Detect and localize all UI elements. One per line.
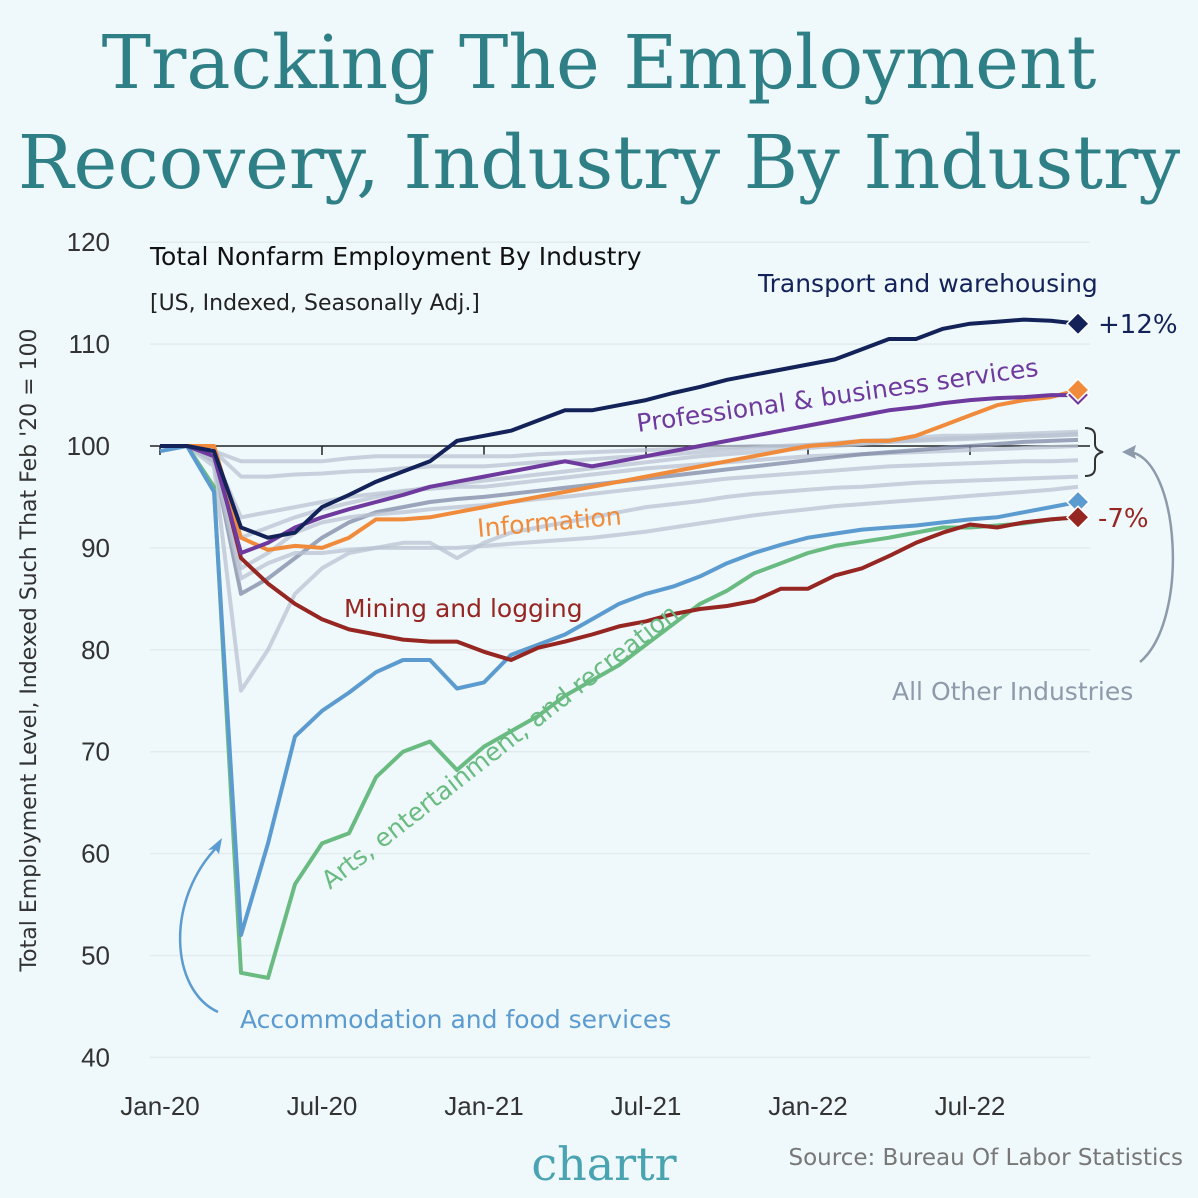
other-industry-line: [160, 444, 1079, 581]
other-industry-line: [160, 429, 1079, 479]
y-tick-label: 120: [67, 227, 110, 257]
x-tick-label: Jan-21: [444, 1091, 524, 1121]
series-line-2: [160, 388, 1079, 552]
x-tick-label: Jul-22: [935, 1091, 1006, 1121]
other-industry-line: [160, 444, 1079, 571]
x-tick-label: Jul-21: [611, 1091, 682, 1121]
label-arts: Arts, entertainment, and recreation: [316, 598, 684, 894]
y-tick-label: 100: [67, 431, 110, 461]
title-line-1: Tracking The Employment: [102, 20, 1097, 106]
series-line-5: [160, 444, 1079, 980]
end-marker-2: [1065, 377, 1091, 403]
others-brace: [1084, 427, 1104, 477]
end-label-transport: +12%: [1098, 310, 1178, 340]
y-tick-label: 90: [81, 533, 110, 563]
source-note: Source: Bureau Of Labor Statistics: [789, 1145, 1184, 1171]
label-professional: Professional & business services: [635, 353, 1040, 438]
end-marker-0: [1065, 311, 1091, 336]
other-industry-line: [160, 432, 1079, 540]
label-transport: Transport and warehousing: [757, 269, 1098, 298]
y-tick-label: 80: [81, 635, 110, 665]
label-all-other: All Other Industries: [892, 677, 1133, 706]
y-tick-label: 50: [81, 941, 110, 971]
y-tick-label: 110: [69, 329, 110, 359]
chartr-logo: chartr: [531, 1137, 676, 1191]
end-marker-3: [1065, 505, 1091, 530]
x-tick-label: Jan-22: [768, 1091, 848, 1121]
chart-subtitle-2: [US, Indexed, Seasonally Adj.]: [150, 291, 480, 316]
x-tick-label: Jan-20: [120, 1091, 200, 1121]
others-arrowhead-icon: [1122, 445, 1136, 459]
accommodation-arrowhead-icon: [208, 838, 222, 854]
chart-subtitle: Total Nonfarm Employment By Industry: [149, 242, 642, 271]
series-line-4: [159, 444, 1079, 938]
series-line-3: [160, 444, 1079, 662]
others-arrow: [1129, 450, 1175, 663]
y-tick-label: 70: [81, 737, 110, 767]
y-tick-label: 40: [81, 1042, 110, 1072]
end-label-mining: -7%: [1098, 504, 1149, 534]
y-axis-label: Total Employment Level, Indexed Such Tha…: [17, 328, 42, 972]
other-industry-line: [160, 444, 1079, 520]
other-industry-line: [160, 444, 1079, 693]
y-tick-label: 60: [81, 839, 110, 869]
accommodation-arrow: [178, 845, 219, 1014]
label-mining: Mining and logging: [344, 594, 583, 623]
title-line-2: Recovery, Industry By Industry: [18, 120, 1181, 206]
x-tick-label: Jul-20: [287, 1091, 358, 1121]
label-accommodation: Accommodation and food services: [240, 1005, 671, 1034]
series-line-1: [160, 393, 1078, 555]
series-line-0: [160, 317, 1079, 540]
